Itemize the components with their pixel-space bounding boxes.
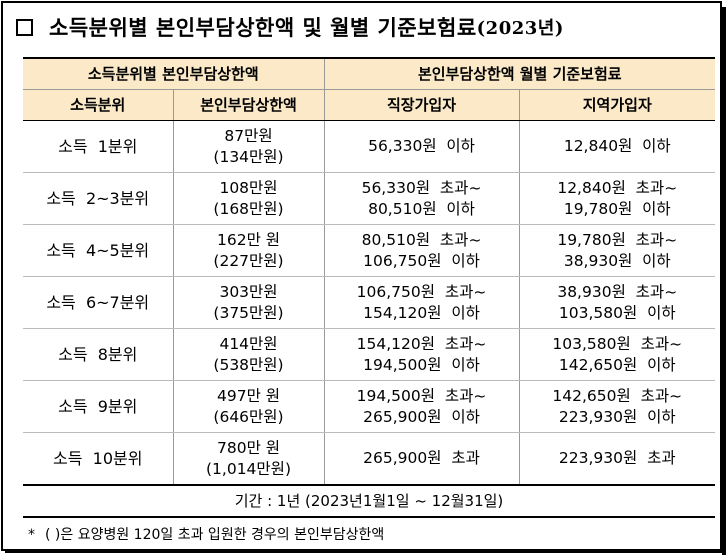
cell-limit-line: 303만원 [219, 282, 278, 301]
checkbox-square-icon [16, 18, 33, 36]
cell-regional-line: 103,580원 이하 [558, 303, 676, 322]
cell-bracket-line: 소득 6~7분위 [46, 293, 150, 312]
table-row: 소득 8분위 414만원 (538만원) 154,120원 초과~ 194,500원 이… [23, 328, 716, 381]
table-row: 소득 1분위 87만원 (134만원) 56,330원 이하 12,840원 이하 [23, 120, 716, 173]
cell-employee: 194,500원 초과~ 265,900원 이하 [324, 380, 520, 433]
table-row: 소득 10분위 780만 원 (1,014만원) 265,900원 초과 223,930… [23, 432, 716, 486]
cell-employee-line: 265,900원 초과 [363, 449, 480, 467]
cell-bracket-line: 소득 2~3분위 [46, 189, 150, 208]
header-col-employee: 직장가입자 [324, 89, 520, 121]
cell-limit: 108만원 (168만원) [173, 172, 325, 225]
cell-limit: 414만원 (538만원) [173, 328, 325, 381]
cell-limit-line: 162만 원 [216, 230, 281, 249]
cell-regional-line: 12,840원 초과~ [557, 178, 678, 197]
cell-employee: 265,900원 초과 [324, 432, 520, 486]
table-body: 소득 1분위 87만원 (134만원) 56,330원 이하 12,840원 이하 소득 … [23, 120, 716, 486]
table-row: 소득 2~3분위 108만원 (168만원) 56,330원 초과~ 80,510원 이… [23, 172, 716, 225]
cell-bracket-line: 소득 4~5분위 [46, 241, 150, 260]
cell-regional-line: 223,930원 초과 [558, 449, 676, 467]
cell-regional-line: 103,580원 초과~ [552, 334, 683, 353]
cell-bracket-line: 소득 1분위 [58, 137, 138, 156]
cell-limit: 303만원 (375만원) [173, 276, 325, 329]
cell-regional-line: 142,650원 초과~ [552, 386, 683, 405]
cell-employee-line: 80,510원 초과~ [361, 230, 482, 249]
cell-limit-line: 497만 원 [216, 386, 281, 405]
footnote-paren: ( ) [45, 527, 61, 543]
cell-regional: 38,930원 초과~ 103,580원 이하 [519, 276, 716, 329]
page-title: 소득분위별 본인부담상한액 및 월별 기준보험료 (2023년) [16, 12, 564, 42]
cell-regional: 223,930원 초과 [519, 432, 716, 486]
header-col-regional: 지역가입자 [519, 89, 716, 121]
frame-shadow [5, 549, 726, 553]
cell-employee-line: 56,330원 초과~ [361, 178, 482, 197]
header-group-right: 본인부담상한액 월별 기준보험료 [324, 57, 716, 90]
cell-regional-line: 38,930원 초과~ [557, 282, 678, 301]
cell-limit: 87만원 (134만원) [173, 120, 325, 173]
cell-limit: 780만 원 (1,014만원) [173, 432, 325, 486]
cell-regional-line: 142,650원 이하 [558, 355, 676, 374]
cell-regional-line: 223,930원 이하 [558, 407, 676, 426]
cell-regional-line: 38,930원 이하 [563, 251, 671, 270]
cell-regional: 142,650원 초과~ 223,930원 이하 [519, 380, 716, 433]
cell-bracket: 소득 9분위 [23, 380, 174, 433]
title-year: (2023년) [476, 18, 564, 39]
cell-employee-line: 194,500원 이하 [363, 355, 480, 374]
cell-limit-line: (646만원) [213, 407, 284, 426]
cell-employee: 56,330원 이하 [324, 120, 520, 173]
cell-limit-line: (375만원) [213, 303, 284, 322]
cell-limit-line: (1,014만원) [206, 459, 291, 478]
cell-employee: 154,120원 초과~ 194,500원 이하 [324, 328, 520, 381]
cell-bracket-line: 소득 8분위 [58, 345, 138, 364]
cell-regional-line: 12,840원 이하 [563, 137, 671, 155]
cell-bracket: 소득 1분위 [23, 120, 174, 173]
cell-employee-line: 106,750원 초과~ [356, 282, 487, 301]
cell-limit-line: 780만 원 [216, 438, 281, 457]
footnote: * ( )은 요양병원 120일 초과 입원한 경우의 본인부담상한액 [28, 524, 384, 544]
title-main: 소득분위별 본인부담상한액 및 월별 기준보험료 [49, 16, 477, 40]
cell-bracket-line: 소득 9분위 [58, 397, 138, 416]
header-col-limit: 본인부담상한액 [173, 89, 325, 121]
cell-employee: 80,510원 초과~ 106,750원 이하 [324, 224, 520, 277]
cell-regional: 12,840원 초과~ 19,780원 이하 [519, 172, 716, 225]
cell-limit: 162만 원 (227만원) [173, 224, 325, 277]
table-row: 소득 9분위 497만 원 (646만원) 194,500원 초과~ 265,900원 … [23, 380, 716, 433]
cell-regional: 12,840원 이하 [519, 120, 716, 173]
cell-employee-line: 154,120원 이하 [363, 303, 480, 322]
cell-regional: 19,780원 초과~ 38,930원 이하 [519, 224, 716, 277]
cell-limit: 497만 원 (646만원) [173, 380, 325, 433]
header-group-left: 소득분위별 본인부담상한액 [23, 57, 325, 90]
cell-bracket: 소득 2~3분위 [23, 172, 174, 225]
cell-employee-line: 194,500원 초과~ [356, 386, 487, 405]
cell-employee-line: 56,330원 이하 [368, 137, 475, 155]
cell-limit-line: 87만원 [224, 126, 273, 145]
cell-employee: 56,330원 초과~ 80,510원 이하 [324, 172, 520, 225]
table-row: 소득 4~5분위 162만 원 (227만원) 80,510원 초과~ 106,750원… [23, 224, 716, 277]
cell-regional-line: 19,780원 초과~ [557, 230, 678, 249]
cell-limit-line: (538만원) [213, 355, 284, 374]
cell-limit-line: 414만원 [219, 334, 278, 353]
cell-bracket: 소득 4~5분위 [23, 224, 174, 277]
cell-limit-line: (134만원) [213, 147, 284, 166]
cell-employee-line: 106,750원 이하 [363, 251, 480, 270]
footnote-text: 은 요양병원 120일 초과 입원한 경우의 본인부담상한액 [60, 527, 385, 543]
cell-employee-line: 154,120원 초과~ [356, 334, 487, 353]
cell-employee: 106,750원 초과~ 154,120원 이하 [324, 276, 520, 329]
footnote-star: * [28, 527, 35, 543]
cell-bracket: 소득 6~7분위 [23, 276, 174, 329]
cell-bracket: 소득 8분위 [23, 328, 174, 381]
cell-employee-line: 80,510원 이하 [368, 199, 475, 218]
cell-regional: 103,580원 초과~ 142,650원 이하 [519, 328, 716, 381]
cell-limit-line: (168만원) [213, 199, 284, 218]
cell-limit-line: (227만원) [213, 251, 284, 270]
period-row: 기간 : 1년 (2023년1월1일 ~ 12월31일) [23, 484, 716, 518]
header-col-bracket: 소득분위 [23, 89, 174, 121]
cell-limit-line: 108만원 [219, 178, 278, 197]
cell-bracket: 소득 10분위 [23, 432, 174, 486]
table-row: 소득 6~7분위 303만원 (375만원) 106,750원 초과~ 154,120원… [23, 276, 716, 329]
copay-limit-table: 소득분위별 본인부담상한액 본인부담상한액 월별 기준보험료 소득분위 본인부담… [23, 57, 716, 518]
cell-employee-line: 265,900원 이하 [363, 407, 480, 426]
cell-regional-line: 19,780원 이하 [563, 199, 671, 218]
cell-bracket-line: 소득 10분위 [53, 449, 143, 468]
